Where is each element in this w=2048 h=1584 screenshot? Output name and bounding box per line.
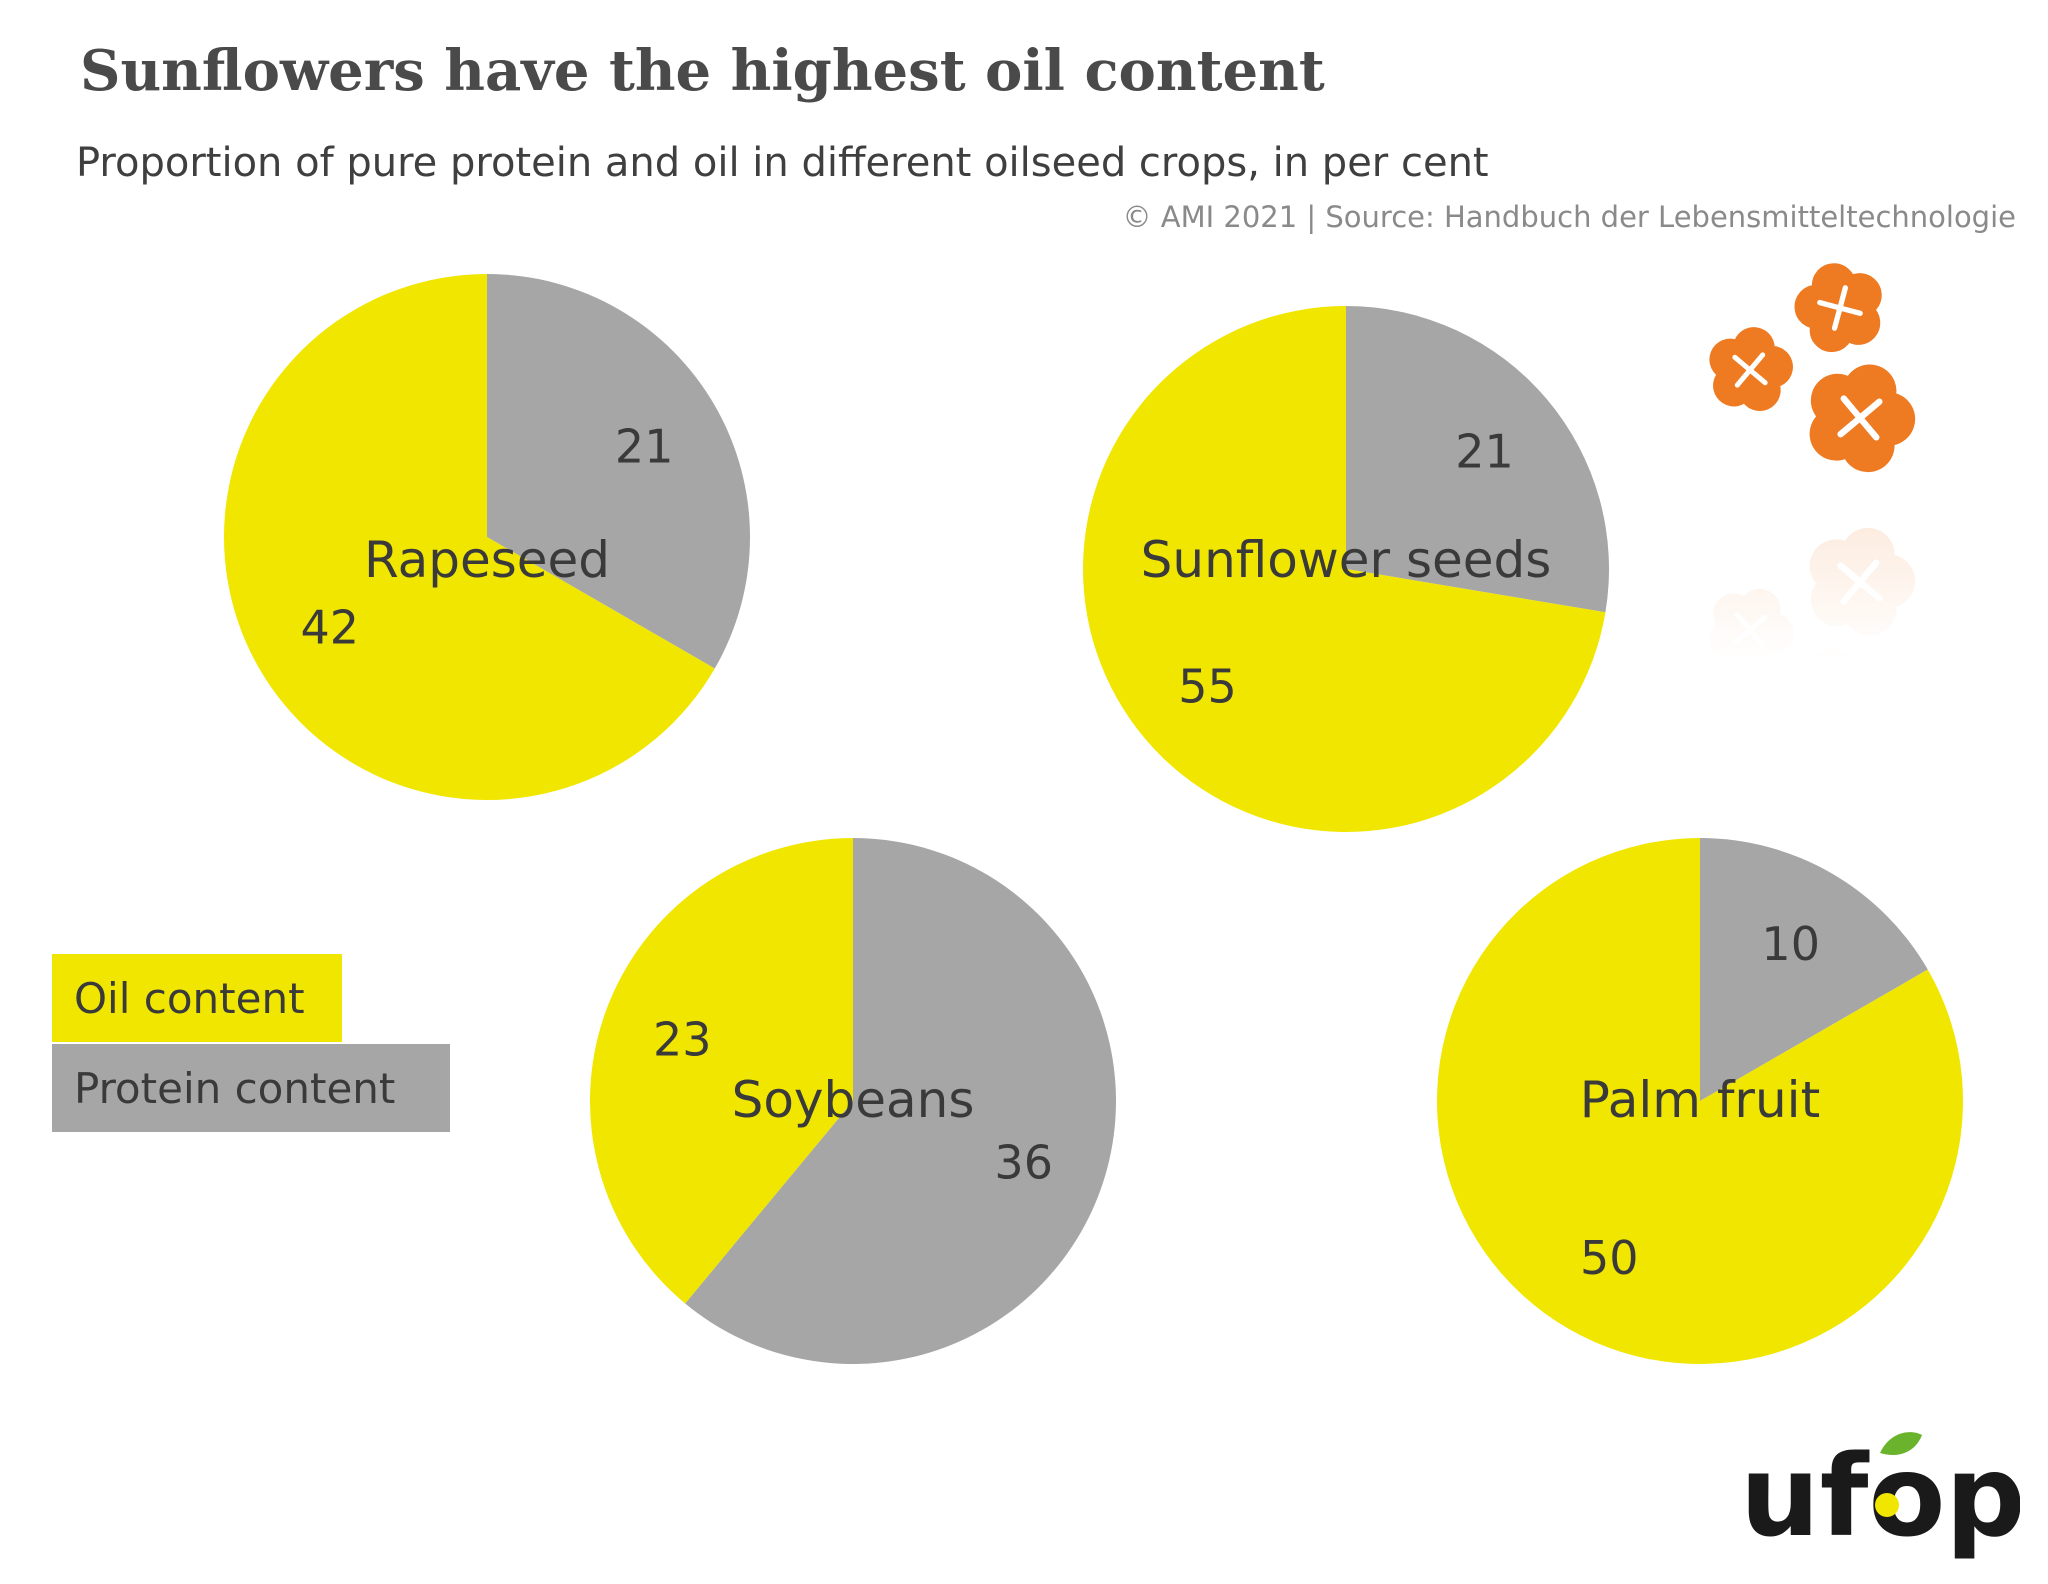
slice-oil-soybeans: [589, 837, 853, 1304]
pie-soybeans: 36 23 Soybeans: [589, 837, 1116, 1364]
slice-protein-palm-fruit: [1700, 838, 1928, 1101]
legend-protein-label: Protein content: [74, 1063, 396, 1113]
slice-protein-sunflower-seeds: [1346, 306, 1609, 613]
flower-decoration-icon: [1690, 263, 1980, 660]
label-name-soybeans: Soybeans: [732, 1071, 975, 1129]
pie-palm-fruit: 10 50 Palm fruit: [1436, 838, 1963, 1364]
legend-oil-label: Oil content: [74, 973, 305, 1023]
slice-protein-rapeseed: [487, 274, 750, 669]
legend-oil-content: Oil content: [52, 954, 342, 1042]
source-note: © AMI 2021 | Source: Handbuch der Lebens…: [1122, 200, 2016, 234]
pie-sunflower-seeds: 21 55 Sunflower seeds: [1082, 306, 1609, 832]
slice-oil-rapeseed: [223, 273, 715, 800]
legend-protein-content: Protein content: [52, 1044, 450, 1132]
label-name-sunflower-seeds: Sunflower seeds: [1141, 531, 1552, 589]
chart-title: Sunflowers have the highest oil content: [80, 38, 1325, 104]
label-oil-rapeseed: 42: [301, 601, 360, 655]
label-protein-soybeans: 36: [994, 1136, 1053, 1190]
label-protein-rapeseed: 21: [615, 419, 674, 473]
ufop-logo: ufop: [1740, 1432, 2020, 1562]
label-protein-palm-fruit: 10: [1761, 917, 1820, 971]
label-oil-soybeans: 23: [653, 1012, 712, 1066]
slice-oil-sunflower-seeds: [1082, 306, 1606, 832]
label-oil-palm-fruit: 50: [1580, 1231, 1639, 1285]
slice-protein-soybeans: [685, 838, 1116, 1364]
chart-subtitle: Proportion of pure protein and oil in di…: [76, 140, 1489, 186]
label-oil-sunflower-seeds: 55: [1178, 659, 1237, 713]
label-protein-sunflower-seeds: 21: [1455, 425, 1514, 479]
label-name-rapeseed: Rapeseed: [364, 531, 610, 589]
label-name-palm-fruit: Palm fruit: [1580, 1071, 1820, 1129]
slice-oil-palm-fruit: [1436, 838, 1963, 1364]
